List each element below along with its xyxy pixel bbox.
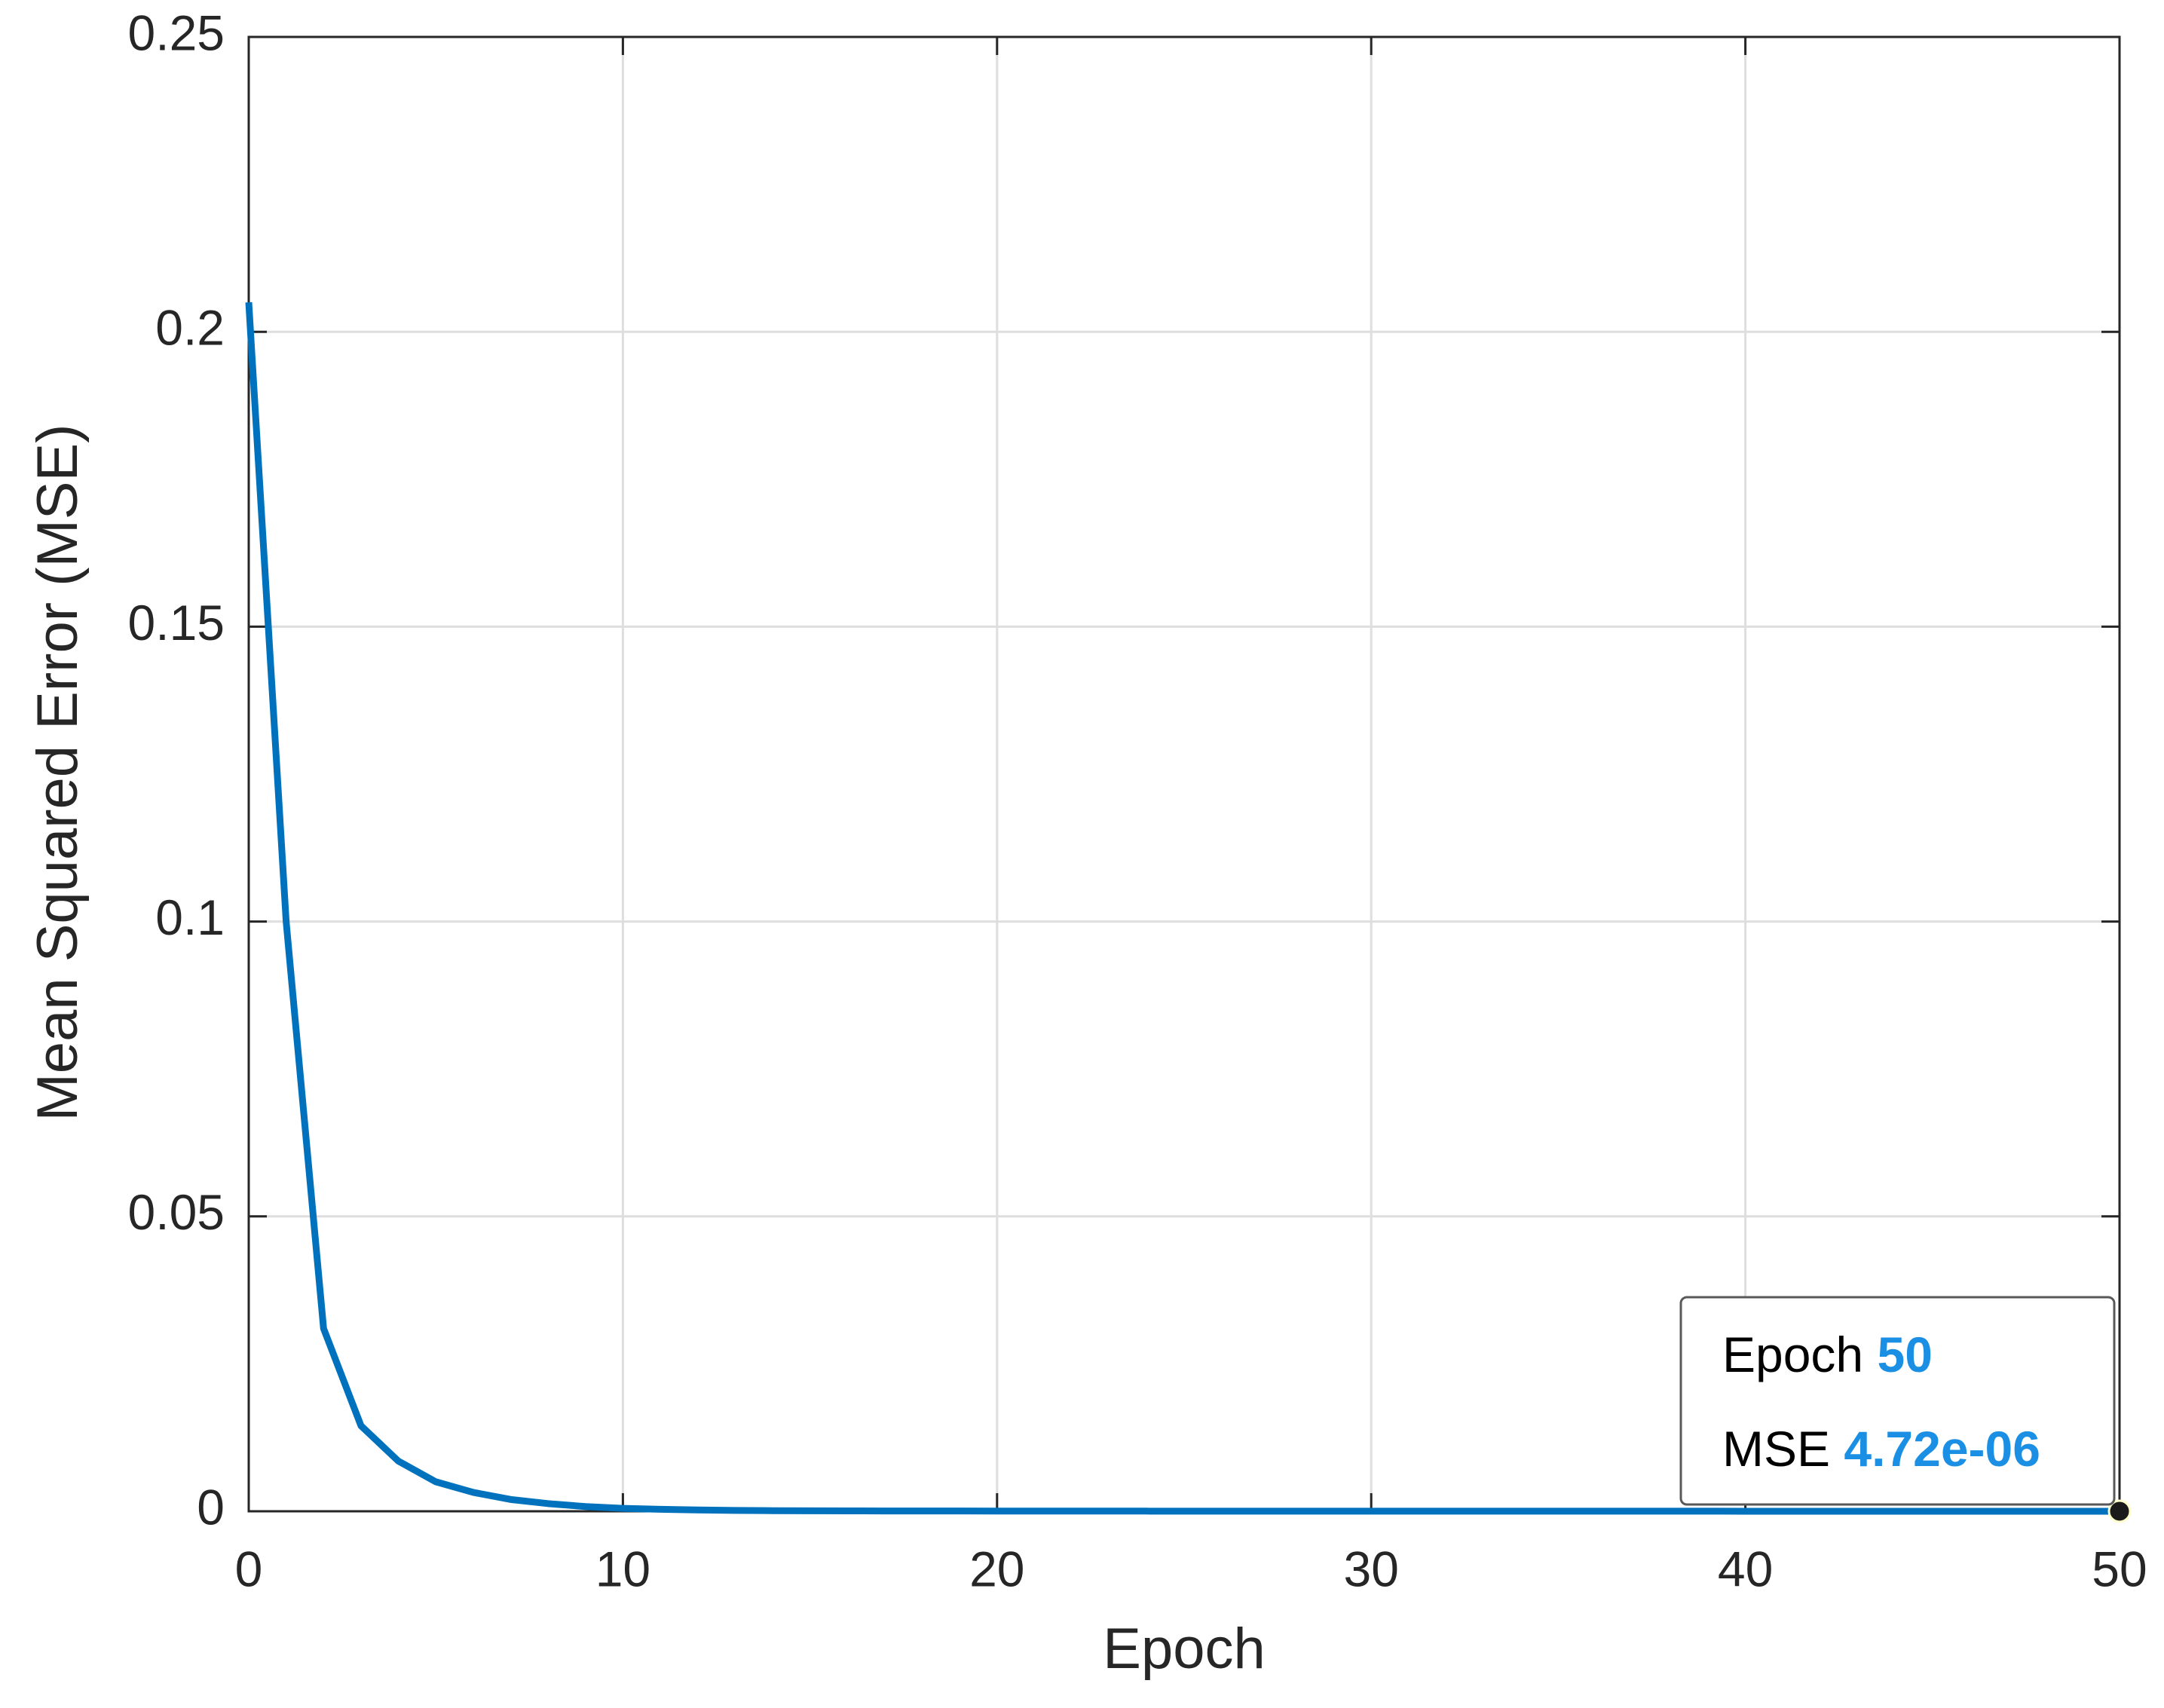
datatip-label: MSE xyxy=(1722,1421,1830,1477)
line xyxy=(245,302,2120,1515)
y-tick-label: 0.05 xyxy=(128,1184,225,1240)
y-tick-label: 0.15 xyxy=(128,595,225,650)
datatip-value: 4.72e-06 xyxy=(1844,1421,2040,1477)
y-tick-label: 0.25 xyxy=(128,5,225,60)
datatip-box xyxy=(1679,1296,2116,1506)
ticks: 0 10 20 30 40 50 0 0.05 0.1 0.15 0.2 0.25 xyxy=(128,5,2147,1596)
datatip-label: Epoch xyxy=(1722,1327,1863,1382)
x-tick-label: 40 xyxy=(1718,1541,1773,1596)
y-axis-label: Mean Squared Error (MSE) xyxy=(26,424,90,1122)
datatip: Epoch 50 MSE 4.72e-06 xyxy=(1679,1296,2116,1506)
x-tick-label: 0 xyxy=(235,1541,263,1596)
y-tick-label: 0 xyxy=(197,1479,225,1535)
y-tick-label: 0.1 xyxy=(155,889,225,945)
x-tick-label: 50 xyxy=(2092,1541,2147,1596)
y-tick-label: 0.2 xyxy=(155,300,225,356)
x-tick-label: 10 xyxy=(595,1541,650,1596)
plot xyxy=(245,302,2132,1523)
x-axis-label: Epoch xyxy=(1103,1617,1266,1681)
datatip-row: Epoch 50 xyxy=(1722,1327,1933,1382)
datatip-row: MSE 4.72e-06 xyxy=(1722,1421,2040,1477)
x-tick-label: 20 xyxy=(969,1541,1024,1596)
x-tick-label: 30 xyxy=(1343,1541,1398,1596)
datatip-value: 50 xyxy=(1877,1327,1932,1382)
datatip-marker xyxy=(2107,1499,2132,1523)
grid xyxy=(247,35,2121,1513)
